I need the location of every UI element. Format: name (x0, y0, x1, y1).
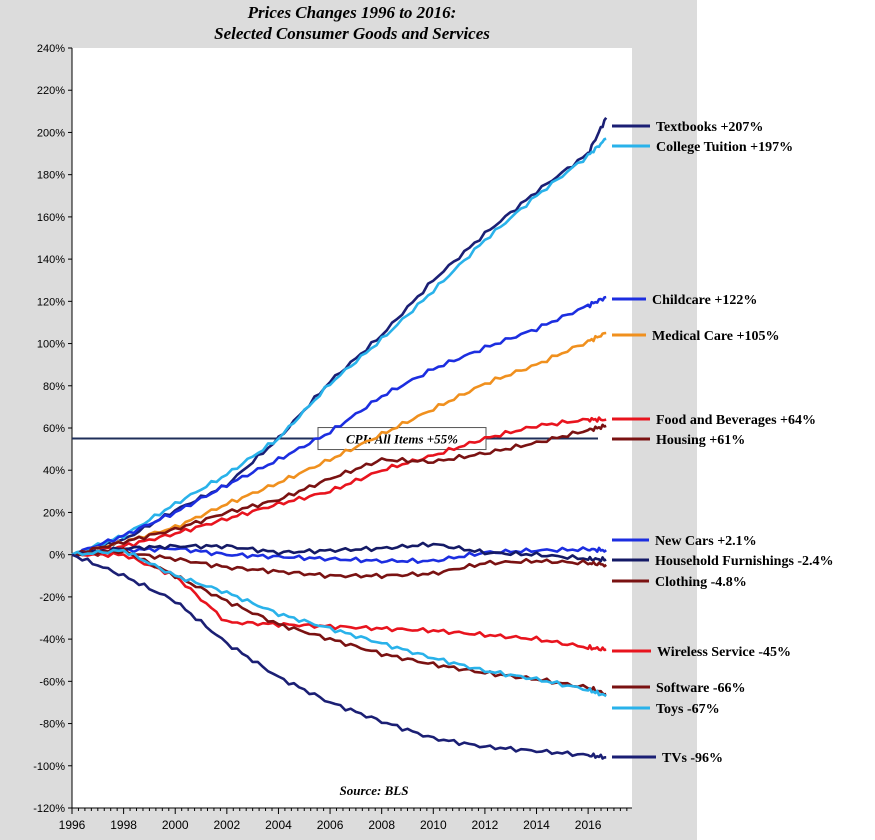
x-tick-label: 1996 (59, 818, 86, 832)
legend-label-textbooks: Textbooks +207% (656, 120, 763, 135)
y-tick-label: -20% (39, 592, 65, 604)
y-tick-label: 80% (43, 381, 65, 393)
y-tick-label: -80% (39, 719, 65, 731)
x-tick-label: 2006 (317, 818, 344, 832)
series-line-food-and-beverages (71, 416, 607, 558)
y-tick-label: 0% (49, 550, 65, 562)
legend-label-clothing: Clothing -4.8% (655, 575, 747, 590)
y-tick-label: -120% (33, 803, 65, 815)
y-tick-label: 20% (43, 507, 65, 519)
legend-label-food-and-beverages: Food and Beverages +64% (656, 413, 816, 428)
x-tick-label: 2000 (162, 818, 189, 832)
source-note: Source: BLS (340, 783, 409, 798)
series-line-college-tuition (71, 137, 607, 556)
series-line-toys (71, 548, 607, 698)
x-tick-label: 2002 (213, 818, 240, 832)
y-tick-label: 140% (37, 254, 65, 266)
series-line-clothing (71, 549, 607, 580)
legend-label-household-furnishings: Household Furnishings -2.4% (655, 554, 834, 569)
x-tick-label: 2016 (575, 818, 602, 832)
x-tick-label: 1998 (110, 818, 137, 832)
legend-label-childcare: Childcare +122% (652, 293, 757, 308)
y-tick-label: 200% (37, 127, 65, 139)
series-line-housing (71, 423, 607, 556)
y-tick-label: 40% (43, 465, 65, 477)
legend-label-college-tuition: College Tuition +197% (656, 140, 793, 155)
legend-label-tvs: TVs -96% (662, 751, 723, 766)
y-tick-label: -40% (39, 634, 65, 646)
legend-label-medical-care: Medical Care +105% (652, 329, 779, 344)
series-line-tvs (71, 553, 607, 760)
y-tick-label: -60% (39, 676, 65, 688)
y-tick-label: 60% (43, 423, 65, 435)
legend-label-wireless-service: Wireless Service -45% (657, 645, 791, 660)
cpi-label: CPI: All Items +55% (346, 432, 458, 447)
series-line-software (71, 547, 607, 696)
y-tick-label: 220% (37, 85, 65, 97)
x-tick-label: 2010 (420, 818, 447, 832)
y-tick-label: 120% (37, 296, 65, 308)
x-tick-label: 2008 (368, 818, 395, 832)
y-tick-label: 100% (37, 339, 65, 351)
series-line-household-furnishings (71, 541, 607, 563)
x-tick-label: 2012 (472, 818, 499, 832)
legend-label-housing: Housing +61% (656, 433, 745, 448)
legend-label-software: Software -66% (656, 681, 746, 696)
chart-title-line-1: Prices Changes 1996 to 2016: (247, 3, 457, 22)
y-tick-label: 160% (37, 212, 65, 224)
legend-label-new-cars: New Cars +2.1% (655, 534, 757, 549)
x-tick-label: 2004 (265, 818, 292, 832)
series-line-wireless-service (71, 551, 607, 652)
y-tick-label: 240% (37, 43, 65, 55)
y-tick-label: -100% (33, 761, 65, 773)
chart-title: Prices Changes 1996 to 2016: Selected Co… (72, 2, 632, 44)
series-line-medical-care (71, 331, 607, 556)
series-line-childcare (71, 295, 607, 557)
y-tick-label: 180% (37, 170, 65, 182)
x-tick-label: 2014 (523, 818, 550, 832)
chart-title-line-2: Selected Consumer Goods and Services (214, 24, 490, 43)
legend-label-toys: Toys -67% (656, 702, 720, 717)
